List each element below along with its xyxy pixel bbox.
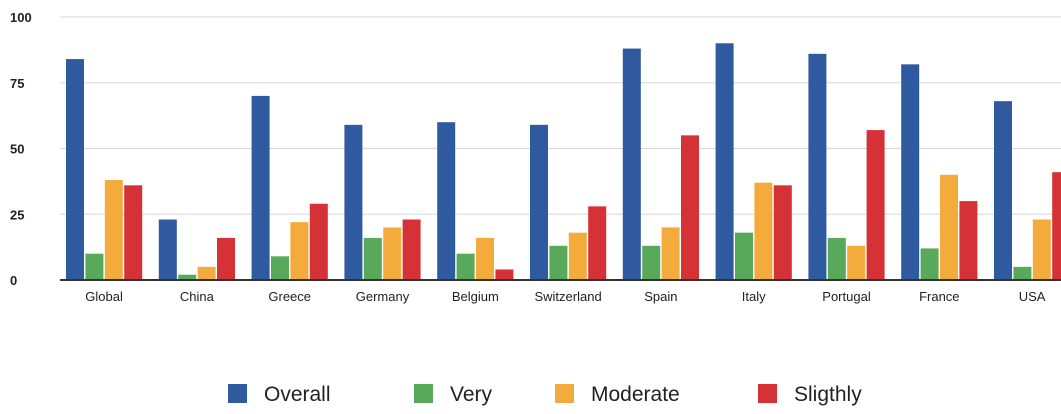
bar-sligthly-switzerland	[588, 206, 607, 280]
bar-moderate-usa	[1032, 219, 1051, 280]
x-tick-label: Greece	[268, 289, 311, 304]
legend-swatch-moderate	[555, 384, 574, 403]
bar-overall-italy	[715, 43, 734, 280]
bar-moderate-italy	[754, 182, 773, 280]
x-tick-label: Switzerland	[534, 289, 601, 304]
bar-very-usa	[1013, 266, 1032, 280]
bar-overall-france	[901, 64, 920, 280]
x-tick-label: Belgium	[452, 289, 499, 304]
x-tick-label: Germany	[356, 289, 410, 304]
bar-very-france	[920, 248, 939, 280]
bar-overall-usa	[994, 101, 1012, 280]
bar-overall-portugal	[808, 53, 827, 280]
bar-very-portugal	[827, 237, 846, 280]
bar-very-china	[178, 274, 197, 280]
bar-sligthly-germany	[402, 219, 421, 280]
bar-very-italy	[735, 232, 753, 280]
legend-label-sligthly: Sligthly	[794, 383, 862, 406]
bar-overall-switzerland	[530, 124, 548, 280]
x-tick-label: France	[919, 289, 959, 304]
legend-swatch-very	[414, 384, 433, 403]
chart-legend: Overall Very Moderate Sligthly	[228, 383, 862, 406]
bar-sligthly-portugal	[866, 130, 885, 280]
x-tick-label: Global	[85, 289, 123, 304]
y-tick-label: 75	[10, 76, 24, 91]
bar-sligthly-greece	[309, 203, 328, 280]
x-tick-label: Spain	[644, 289, 677, 304]
y-tick-label: 0	[10, 273, 17, 288]
bar-moderate-global	[104, 180, 123, 280]
bar-moderate-switzerland	[568, 232, 587, 280]
y-tick-label: 50	[10, 142, 24, 157]
chart-axes: 0 25 50 75 100	[10, 10, 1061, 288]
bar-sligthly-global	[124, 185, 143, 280]
bar-overall-greece	[251, 95, 270, 281]
legend-swatch-overall	[228, 384, 247, 403]
legend-label-overall: Overall	[264, 383, 331, 406]
bar-moderate-greece	[290, 222, 309, 280]
bar-very-global	[85, 253, 104, 280]
x-tick-label: Portugal	[822, 289, 871, 304]
bar-moderate-spain	[661, 227, 680, 280]
bar-sligthly-china	[217, 237, 235, 280]
bar-very-belgium	[456, 253, 475, 280]
y-tick-label: 25	[10, 207, 24, 222]
bar-overall-spain	[622, 48, 641, 281]
legend-label-moderate: Moderate	[591, 383, 680, 406]
bar-very-spain	[642, 245, 661, 280]
x-tick-label: China	[180, 289, 215, 304]
bar-very-switzerland	[549, 245, 568, 280]
y-tick-label: 100	[10, 10, 32, 25]
bar-very-greece	[271, 256, 289, 280]
bar-overall-global	[66, 59, 84, 280]
x-tick-label: Italy	[742, 289, 766, 304]
legend-swatch-sligthly	[758, 384, 777, 403]
bar-moderate-portugal	[847, 245, 866, 280]
bar-sligthly-usa	[1052, 172, 1061, 280]
bar-moderate-belgium	[476, 237, 494, 280]
legend-label-very: Very	[450, 383, 493, 406]
chart-grid	[60, 16, 1061, 215]
bar-moderate-china	[197, 266, 216, 280]
bar-overall-belgium	[437, 122, 456, 280]
bar-sligthly-italy	[773, 185, 792, 280]
bar-moderate-germany	[383, 227, 402, 280]
bar-overall-germany	[344, 124, 363, 280]
x-tick-label: USA	[1019, 289, 1046, 304]
bar-overall-china	[158, 219, 177, 280]
bar-very-germany	[363, 237, 382, 280]
bar-sligthly-spain	[681, 135, 699, 280]
bar-moderate-france	[940, 174, 958, 280]
chart-bars	[66, 43, 1061, 281]
x-axis-labels: Global China Greece Germany Belgium Switzerla…	[85, 289, 1045, 304]
bar-sligthly-belgium	[495, 269, 514, 280]
bar-sligthly-france	[959, 201, 978, 280]
